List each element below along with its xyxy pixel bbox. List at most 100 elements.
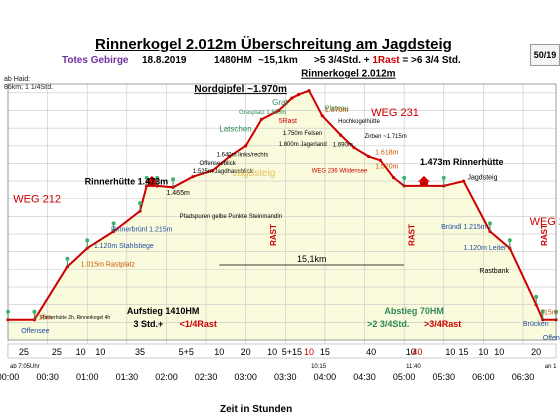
tree-icon xyxy=(155,175,160,180)
segment-minutes: 10 xyxy=(214,347,224,357)
profile-point xyxy=(290,96,294,100)
profile-point xyxy=(296,92,301,97)
profile-point xyxy=(259,117,264,121)
waypoint-label: 1.120m Leiter xyxy=(464,245,507,252)
descent-time: >2 3/4Std. xyxy=(367,319,409,329)
tree-icon xyxy=(65,256,70,261)
waypoint-label: 1.618m xyxy=(375,150,399,157)
segment-minutes: 10 xyxy=(494,347,504,357)
x-tick-label: 06:00 xyxy=(472,372,495,382)
x-tick-label: 00:00 xyxy=(0,372,19,382)
elevation-gain-label: 1480HM xyxy=(214,55,252,66)
segment-minutes: 25 xyxy=(19,347,29,357)
profile-point xyxy=(277,108,281,113)
duration-summary: >5 3/4Std. + 1Rast = >6 3/4 Std. xyxy=(314,55,461,66)
waypoint-label: 5Rast xyxy=(279,118,297,125)
drive-note: ab Haid: 86km; 1 1/4Std. xyxy=(4,76,53,92)
x-tick-label: 03:30 xyxy=(274,372,297,382)
profile-point xyxy=(378,158,382,162)
peak-label: Rinnerkogel 2.012m xyxy=(301,69,396,80)
waypoint-label: Rastbank xyxy=(479,268,509,275)
waypoint-label: Latschen xyxy=(219,125,251,134)
waypoint-label: Jagdsteig xyxy=(468,174,498,181)
profile-point xyxy=(339,133,343,137)
profile-point xyxy=(244,144,248,148)
tree-icon xyxy=(6,309,10,314)
x-tick-label: 02:00 xyxy=(155,372,178,382)
waypoint-label: Grasplatz 1.850m xyxy=(239,110,286,116)
segment-minutes: 40 xyxy=(412,347,422,357)
ascent-rest: <1/4Rast xyxy=(180,319,217,329)
x-tick-label: 06:30 xyxy=(512,372,535,382)
x-tick-label: 00:30 xyxy=(36,372,59,382)
waypoint-label: 1.690m xyxy=(333,143,353,149)
waypoint-label: Pfadspuren gelbe Punkte Steinmandln xyxy=(180,214,282,220)
x-tick-label: 01:30 xyxy=(116,372,139,382)
distance-marker-label: 15,1km xyxy=(297,254,327,264)
x-tick-label: 04:30 xyxy=(353,372,376,382)
profile-point xyxy=(211,168,215,173)
total-text: = >6 3/4 Std. xyxy=(399,55,461,66)
tree-icon xyxy=(402,175,407,180)
profile-area xyxy=(8,90,556,340)
waypoint-label: 1.015m Rastplatz xyxy=(81,262,136,269)
waypoint-label: 1.465m xyxy=(166,190,190,197)
x-tick-label: 05:00 xyxy=(393,372,416,382)
waypoint-label: 1.640m links/rechts xyxy=(217,152,269,158)
waypoint-label: 1.473m Rinnerhütte xyxy=(420,157,504,167)
segment-minutes: 40 xyxy=(366,347,376,357)
waypoint-label: 715m xyxy=(540,309,558,316)
trail-label: WEG 212 xyxy=(13,193,61,205)
x-tick-label: 01:00 xyxy=(76,372,99,382)
waypoint-label: 1.800m Jagerland xyxy=(279,142,327,148)
hut-icon xyxy=(417,175,430,182)
tree-icon xyxy=(507,238,512,243)
profile-point xyxy=(366,154,371,158)
segment-minutes: 10 xyxy=(76,347,86,357)
peak-label: Nordgipfel ~1.970m xyxy=(194,84,287,95)
profile-point xyxy=(228,154,232,158)
segment-minutes: 20 xyxy=(241,347,251,357)
hut-icon xyxy=(145,175,158,182)
time-mark: 10:15 xyxy=(311,364,327,370)
segment-minutes: 25 xyxy=(52,347,62,357)
rest-marker: RAST xyxy=(269,224,278,246)
waypoint-label: 715m xyxy=(34,315,52,322)
waypoint-label: 1.120m Stahlstiege xyxy=(94,243,154,250)
tree-icon xyxy=(441,175,446,180)
profile-point xyxy=(320,114,324,118)
tree-icon xyxy=(171,177,176,182)
profile-line xyxy=(8,89,556,321)
segment-minutes: 10 xyxy=(95,347,105,357)
waypoint-label: 1.525m Jagdhausblick xyxy=(193,169,254,175)
tree-icon xyxy=(534,294,539,299)
profile-point xyxy=(461,179,466,183)
profile-point xyxy=(307,89,311,93)
segment-minutes: 5+15 xyxy=(282,347,302,357)
drive-note-line-2: 86km; 1 1/4Std. xyxy=(4,84,54,91)
tree-icon xyxy=(85,238,90,243)
waypoint-label: Offensee xyxy=(21,328,49,335)
profile-point xyxy=(352,145,356,150)
waypoint-label: Rinnerhütte 1.473m xyxy=(85,177,169,187)
x-tick-label: 04:00 xyxy=(314,372,337,382)
tree-icon xyxy=(554,309,558,314)
rest-marker: RAST xyxy=(540,224,549,246)
segment-minutes: 10 xyxy=(406,347,416,357)
x-tick-label: 05:30 xyxy=(432,372,455,382)
jagdsteig-label: Jagdsteig xyxy=(232,168,275,179)
x-tick-label: 02:30 xyxy=(195,372,218,382)
time-mark: 11:40 xyxy=(406,364,421,370)
waypoint-label: Rinnerbrünl 1.215m xyxy=(111,226,173,233)
waypoint-label: Plateau xyxy=(325,105,349,112)
rest-text: 1Rast xyxy=(372,55,400,66)
drive-note-line-1: ab Haid: xyxy=(4,76,31,83)
segment-minutes: 10 xyxy=(445,347,455,357)
x-tick-label: 03:00 xyxy=(234,372,257,382)
distance-label: ~15,1km xyxy=(258,55,298,66)
trail-label: WEG 212 xyxy=(530,216,560,228)
tree-icon xyxy=(487,221,492,226)
profile-point xyxy=(391,175,396,180)
duration-text: >5 3/4Std. + xyxy=(314,55,373,66)
